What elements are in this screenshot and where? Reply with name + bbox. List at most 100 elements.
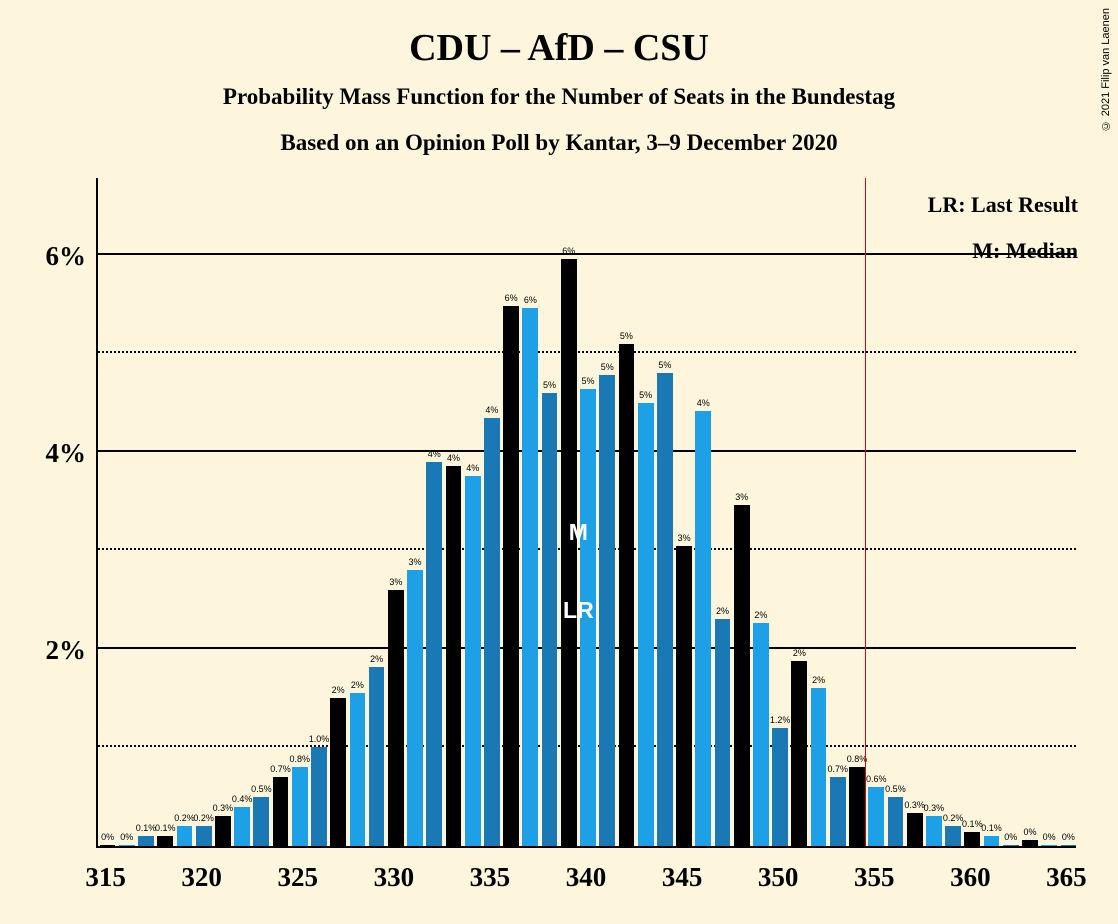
bar — [695, 411, 711, 847]
bar-value-label: 3% — [678, 533, 691, 543]
bar — [350, 693, 366, 846]
bar-value-label: 0.1% — [981, 823, 1002, 833]
bar — [657, 373, 673, 846]
x-axis-tick-label: 345 — [642, 862, 722, 893]
chart-subtitle-2: Based on an Opinion Poll by Kantar, 3–9 … — [0, 130, 1118, 156]
bar-value-label: 0% — [1062, 832, 1075, 842]
bar-value-label: 4% — [697, 398, 710, 408]
bar-value-label: 0.5% — [885, 784, 906, 794]
bar-value-label: 0% — [1023, 827, 1036, 837]
majority-threshold-line — [865, 178, 867, 846]
bar-value-label: 5% — [639, 390, 652, 400]
bar — [177, 826, 193, 846]
x-axis-tick-label: 325 — [258, 862, 338, 893]
chart-subtitle-1: Probability Mass Function for the Number… — [0, 84, 1118, 110]
bar-value-label: 2% — [754, 610, 767, 620]
plot-area: 0%0%0.1%0.1%0.2%0.2%0.3%0.4%0.5%0.7%0.8%… — [96, 178, 1076, 848]
bar — [849, 767, 865, 846]
y-axis-tick-label: 2% — [16, 635, 86, 666]
bar-value-label: 0.8% — [289, 754, 310, 764]
bar — [830, 777, 846, 846]
bar — [791, 661, 807, 846]
bar-value-label: 3% — [409, 557, 422, 567]
bar-value-label: 0.1% — [136, 823, 157, 833]
bar-value-label: 2% — [332, 685, 345, 695]
bar-value-label: 0.3% — [924, 803, 945, 813]
bar-value-label: 0% — [120, 832, 133, 842]
bar — [1041, 845, 1057, 846]
bar — [888, 797, 904, 846]
bar-value-label: 0.3% — [904, 800, 925, 810]
bar — [522, 308, 538, 846]
bar — [907, 813, 923, 847]
bar-value-label: 0.7% — [270, 764, 291, 774]
bar-value-label: 6% — [524, 295, 537, 305]
bar-value-label: 5% — [601, 362, 614, 372]
bar-value-label: 0.5% — [251, 784, 272, 794]
bar — [964, 832, 980, 846]
bar — [984, 836, 1000, 846]
bar-value-label: 0.2% — [193, 813, 214, 823]
bar-value-label: 6% — [505, 293, 518, 303]
bar-value-label: 0.6% — [866, 774, 887, 784]
bar — [926, 816, 942, 846]
bar-value-label: 0.2% — [943, 813, 964, 823]
bar — [599, 375, 615, 846]
bar-value-label: 5% — [581, 376, 594, 386]
bar — [542, 393, 558, 846]
bar — [465, 476, 481, 846]
bar-value-label: 0.7% — [828, 764, 849, 774]
chart-title: CDU – AfD – CSU — [0, 26, 1118, 70]
bar — [1003, 845, 1019, 846]
bar-value-label: 2% — [351, 680, 364, 690]
bar-value-label: 3% — [389, 577, 402, 587]
bar — [253, 797, 269, 846]
bar — [292, 767, 308, 846]
bar-value-label: 3% — [735, 492, 748, 502]
bar — [734, 505, 750, 846]
median-marker: M — [569, 519, 588, 546]
bar — [753, 623, 769, 846]
x-axis-tick-label: 355 — [834, 862, 914, 893]
bar — [811, 688, 827, 846]
bar-value-label: 0.4% — [232, 794, 253, 804]
bar-value-label: 5% — [658, 360, 671, 370]
bar — [715, 619, 731, 846]
x-axis-tick-label: 320 — [162, 862, 242, 893]
bar — [484, 418, 500, 846]
bar — [772, 728, 788, 846]
bar-value-label: 4% — [447, 453, 460, 463]
bar-value-label: 2% — [716, 606, 729, 616]
x-axis-tick-label: 350 — [738, 862, 818, 893]
x-axis-tick-label: 315 — [66, 862, 146, 893]
bar — [330, 698, 346, 846]
x-axis-tick-label: 335 — [450, 862, 530, 893]
bar — [273, 777, 289, 846]
bar-value-label: 0% — [101, 832, 114, 842]
bar-value-label: 6% — [562, 246, 575, 256]
bar — [388, 590, 404, 846]
bar — [426, 462, 442, 846]
bar — [369, 667, 385, 846]
bar-value-label: 5% — [620, 331, 633, 341]
bar — [234, 807, 250, 846]
bar — [561, 259, 577, 846]
bar-value-label: 1.0% — [309, 734, 330, 744]
x-axis-tick-label: 365 — [1026, 862, 1106, 893]
gridline-minor — [98, 351, 1076, 353]
bar-value-label: 1.2% — [770, 715, 791, 725]
bar — [1061, 845, 1077, 846]
bar — [215, 816, 231, 846]
y-axis-tick-label: 4% — [16, 438, 86, 469]
bar-value-label: 4% — [466, 463, 479, 473]
bar — [311, 747, 327, 846]
bar — [119, 845, 135, 846]
bar-value-label: 2% — [370, 654, 383, 664]
last-result-marker: LR — [563, 597, 594, 624]
x-axis-tick-label: 330 — [354, 862, 434, 893]
bar — [100, 845, 116, 846]
bar-value-label: 2% — [793, 648, 806, 658]
bar-value-label: 0.1% — [155, 823, 176, 833]
bar — [138, 836, 154, 846]
x-axis-tick-label: 340 — [546, 862, 626, 893]
